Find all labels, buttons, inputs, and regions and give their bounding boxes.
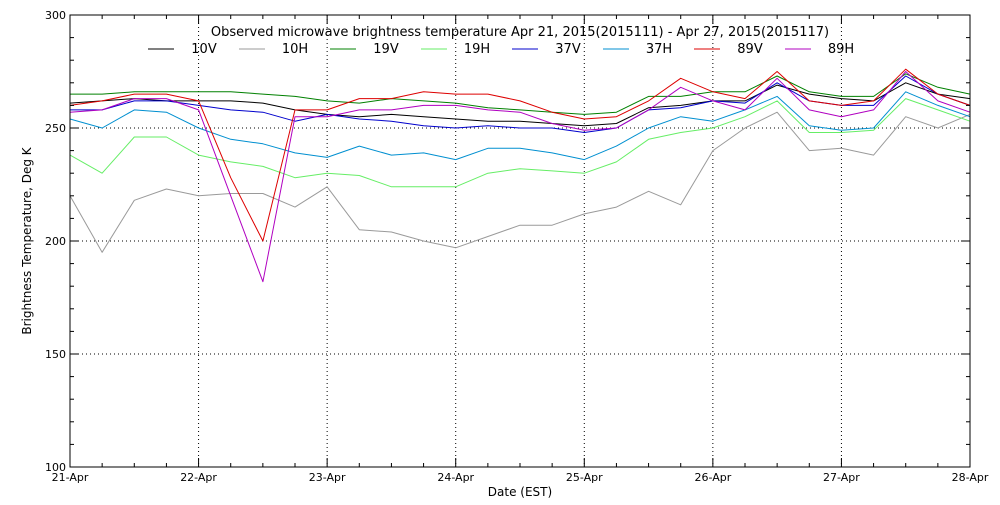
series-layer xyxy=(69,68,971,283)
x-tick-label: 27-Apr xyxy=(823,471,860,484)
y-axis-title: Brightness Temperature, Deg K xyxy=(20,146,34,334)
y-tick-label: 250 xyxy=(45,122,66,135)
legend-label-19h: 19H xyxy=(464,42,490,57)
legend-label-10h: 10H xyxy=(282,42,308,57)
chart-title: Observed microwave brightness temperatur… xyxy=(211,25,829,40)
legend: 10V 10H 19V 19H 37V 37H 89V 89H xyxy=(148,42,854,57)
legend-label-89v: 89V xyxy=(737,42,763,57)
series-line-37h xyxy=(69,91,971,161)
legend-label-37h: 37H xyxy=(646,42,672,57)
legend-label-37v: 37V xyxy=(555,42,581,57)
series-line-10v xyxy=(69,82,971,127)
y-tick-label: 100 xyxy=(45,461,66,474)
legend-label-10v: 10V xyxy=(191,42,217,57)
series-line-89v xyxy=(69,68,971,242)
series-line-10h xyxy=(69,111,971,253)
x-axis-title: Date (EST) xyxy=(488,485,552,499)
x-tick-label: 26-Apr xyxy=(694,471,731,484)
x-tick-label: 24-Apr xyxy=(437,471,474,484)
y-tick-label: 200 xyxy=(45,235,66,248)
legend-label-89h: 89H xyxy=(828,42,854,57)
legend-label-19v: 19V xyxy=(373,42,399,57)
series-line-19v xyxy=(70,73,971,115)
series-line-89h xyxy=(69,71,971,283)
x-tick-label: 21-Apr xyxy=(52,471,89,484)
series-line-19h xyxy=(69,98,971,188)
y-tick-label: 150 xyxy=(45,348,66,361)
tick-layer: 21-Apr 22-Apr 23-Apr 24-Apr 25-Apr 26-Apr 27-A… xyxy=(45,9,989,484)
grid-layer xyxy=(70,15,970,467)
x-tick-label: 28-Apr xyxy=(952,471,989,484)
y-tick-label: 300 xyxy=(45,9,66,22)
x-tick-label: 22-Apr xyxy=(180,471,217,484)
x-tick-label: 25-Apr xyxy=(566,471,603,484)
x-tick-label: 23-Apr xyxy=(309,471,346,484)
